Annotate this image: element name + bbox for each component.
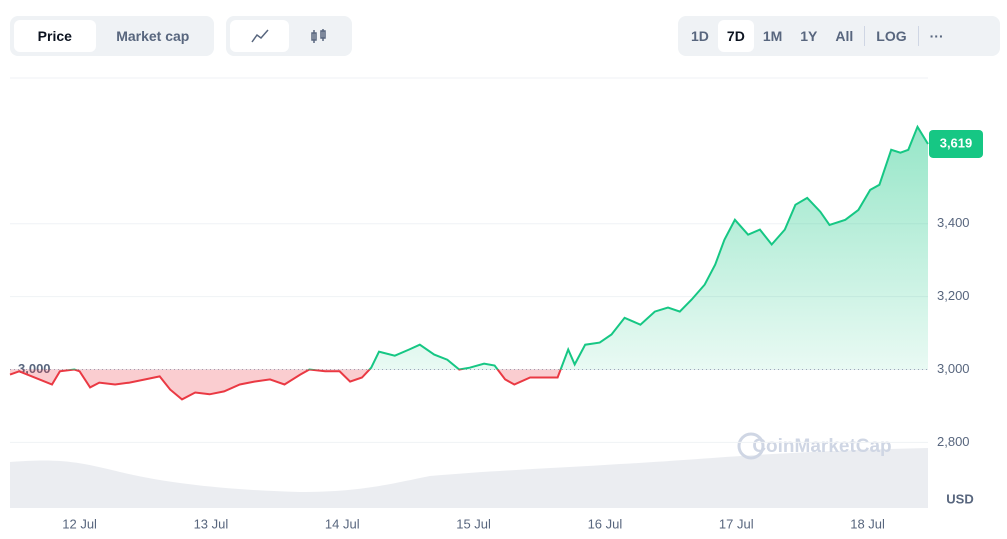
x-tick-label: 17 Jul	[719, 516, 754, 531]
range-button[interactable]: 1Y	[800, 28, 818, 44]
line-icon	[250, 29, 269, 43]
line-below	[9, 369, 562, 401]
y-axis-label: USD	[946, 491, 973, 506]
y-tick-label: 2,800	[937, 434, 970, 449]
watermark: CoinMarketCap	[752, 436, 891, 457]
x-tick-label: 12 Jul	[62, 516, 97, 531]
line-above	[66, 124, 929, 370]
line-type-button[interactable]	[230, 20, 289, 52]
range-button[interactable]: 1M	[762, 28, 783, 44]
current-price-badge	[929, 129, 983, 158]
tab[interactable]: Market cap	[116, 28, 190, 44]
more-button[interactable]: ···	[929, 28, 944, 44]
range-button[interactable]: 7D	[717, 20, 754, 52]
tab-group: Price Market cap	[10, 16, 214, 56]
x-tick-label: 16 Jul	[588, 516, 623, 531]
x-tick-label: 13 Jul	[194, 516, 229, 531]
range-group: 1D 7D 1M 1Y All LOG ···	[678, 16, 1000, 56]
current-price-label: 3,619	[940, 135, 973, 150]
y-tick-label: 3,200	[937, 288, 970, 303]
tab[interactable]: Price	[14, 20, 96, 52]
separator	[864, 26, 866, 46]
area-below	[10, 369, 561, 400]
x-tick-label: 18 Jul	[850, 516, 885, 531]
x-tick-label: 14 Jul	[325, 516, 360, 531]
chart-type-group	[226, 16, 352, 56]
y-tick-label: 3,000	[937, 361, 970, 376]
candle-type-button[interactable]	[289, 20, 348, 52]
area-above	[10, 126, 928, 370]
range-button[interactable]: All	[835, 28, 854, 44]
baseline-label: 3,000	[18, 361, 51, 376]
range-button[interactable]: 1D	[691, 28, 709, 44]
watermark-logo	[737, 432, 765, 460]
x-tick-label: 15 Jul	[456, 516, 491, 531]
log-button[interactable]: LOG	[876, 28, 907, 44]
volume-area	[10, 448, 928, 508]
candle-icon	[310, 29, 326, 43]
separator	[917, 26, 919, 46]
y-tick-label: 3,400	[937, 215, 970, 230]
